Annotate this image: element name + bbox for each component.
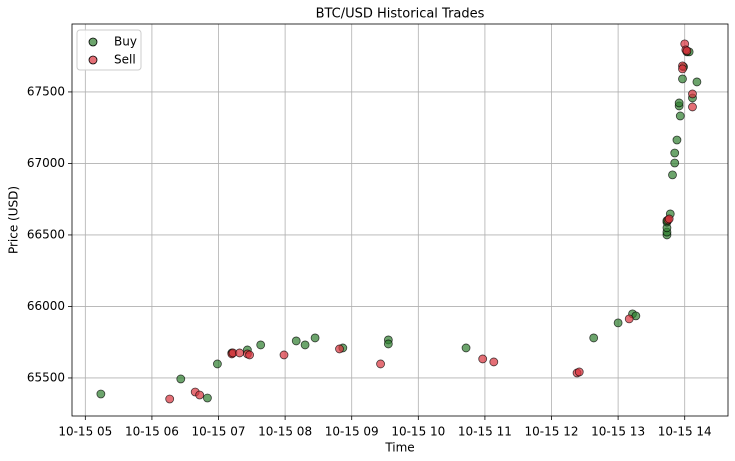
trade-point — [688, 102, 697, 112]
trade-point — [235, 348, 245, 358]
legend-marker — [88, 37, 98, 47]
legend-label: Sell — [114, 53, 136, 67]
y-axis-label: Price (USD) — [7, 186, 21, 254]
trade-point — [672, 135, 682, 145]
y-tick-label: 67500 — [27, 84, 65, 98]
legend-marker — [88, 55, 98, 65]
trade-point — [678, 74, 687, 84]
x-tick-label: 10-15 13 — [591, 425, 645, 439]
x-tick-label: 10-15 14 — [658, 425, 712, 439]
y-tick-label: 66500 — [27, 227, 65, 241]
y-tick-label: 65500 — [27, 370, 65, 384]
trade-point — [376, 359, 385, 369]
x-tick-label: 10-15 10 — [391, 425, 445, 439]
trade-point — [300, 340, 310, 350]
trade-point — [674, 98, 684, 108]
trade-point — [688, 89, 697, 99]
x-tick-label: 10-15 11 — [458, 425, 512, 439]
trade-point — [489, 357, 499, 367]
y-tick-label: 67000 — [27, 156, 65, 170]
trade-point — [203, 393, 212, 403]
x-axis-label: Time — [384, 441, 414, 455]
x-tick-label: 10-15 09 — [325, 425, 379, 439]
trade-point — [165, 394, 175, 404]
trade-point — [176, 374, 186, 384]
x-tick-label: 10-15 12 — [525, 425, 579, 439]
y-tick-label: 66000 — [27, 299, 65, 313]
trade-point — [692, 77, 702, 87]
chart-title: BTC/USD Historical Trades — [316, 7, 485, 22]
trade-point — [195, 390, 205, 400]
x-tick-label: 10-15 05 — [58, 425, 112, 439]
x-tick-label: 10-15 08 — [258, 425, 312, 439]
trade-point — [335, 344, 344, 354]
legend: Buy Sell — [76, 29, 142, 71]
x-tick-label: 10-15 06 — [125, 425, 179, 439]
trade-point — [291, 336, 301, 346]
trade-point — [256, 340, 266, 350]
trade-point — [670, 148, 680, 158]
trade-point — [682, 46, 692, 56]
trade-point — [678, 64, 687, 74]
trade-point — [478, 354, 488, 364]
trade-point — [245, 350, 254, 360]
trade-point — [96, 389, 106, 399]
trade-point — [574, 367, 584, 377]
trade-point — [670, 158, 680, 168]
trade-point — [613, 318, 623, 328]
trade-point — [383, 339, 393, 349]
trade-point — [624, 314, 634, 324]
legend-label: Buy — [114, 35, 137, 49]
trade-point — [213, 359, 222, 369]
trade-point — [589, 333, 599, 343]
plot-frame — [71, 23, 729, 417]
trade-point — [279, 350, 289, 360]
trade-point — [675, 111, 685, 121]
trade-point — [310, 333, 320, 343]
x-tick-label: 10-15 07 — [192, 425, 246, 439]
trade-point — [664, 214, 674, 224]
trade-point — [461, 343, 471, 353]
trade-point — [668, 170, 677, 180]
